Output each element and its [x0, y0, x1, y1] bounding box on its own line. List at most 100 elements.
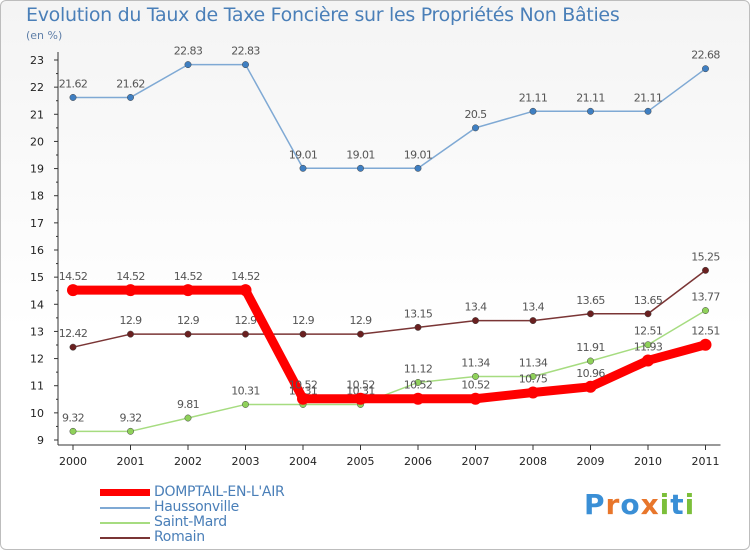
data-point [242, 400, 249, 408]
x-tick-label: 2005 [347, 455, 375, 468]
data-label: 21.62 [59, 77, 88, 90]
data-point [182, 284, 194, 297]
legend-swatch-romain [100, 537, 150, 539]
y-tick-label: 19 [30, 163, 44, 176]
data-label: 22.68 [691, 49, 720, 62]
data-label: 21.11 [634, 91, 663, 104]
data-label: 12.9 [349, 314, 372, 327]
legend-label-romain: Romain [154, 529, 205, 545]
data-point [127, 330, 134, 338]
series-line-3 [68, 285, 710, 404]
data-label: 14.52 [116, 270, 145, 283]
data-point [297, 392, 309, 405]
data-point [239, 284, 252, 297]
data-point [67, 284, 79, 297]
data-point [472, 317, 479, 325]
data-label: 13.15 [404, 307, 433, 320]
data-point [299, 164, 307, 172]
data-point [644, 310, 652, 318]
data-point [414, 323, 422, 331]
y-tick-label: 12 [30, 353, 44, 366]
y-tick-label: 13 [30, 325, 44, 338]
data-label: 10.75 [519, 373, 548, 386]
data-point [529, 373, 537, 380]
data-label: 19.01 [404, 148, 433, 161]
logo-letter: i [684, 488, 696, 521]
x-tick-label: 2007 [462, 455, 490, 468]
data-label: 9.81 [177, 398, 199, 411]
data-point [69, 94, 77, 101]
data-point [529, 317, 537, 325]
data-point [242, 330, 249, 338]
data-label: 14.52 [59, 270, 88, 283]
data-point [702, 65, 709, 73]
data-label: 15.25 [691, 250, 720, 263]
data-label: 10.52 [346, 379, 375, 392]
data-point [124, 284, 137, 297]
data-point [357, 330, 364, 338]
data-label: 13.4 [522, 301, 545, 314]
data-label: 10.52 [289, 379, 318, 392]
series-line-2 [72, 309, 707, 433]
data-point [587, 357, 594, 365]
data-label: 11.91 [576, 341, 605, 354]
y-tick-label: 15 [30, 271, 44, 284]
data-point [184, 330, 192, 338]
data-label: 9.32 [119, 411, 141, 424]
data-label: 11.93 [634, 340, 663, 353]
logo-letter: o [620, 488, 641, 521]
data-point [529, 107, 537, 115]
data-label: 10.96 [576, 367, 605, 380]
data-label: 12.42 [59, 327, 88, 340]
data-label: 13.65 [634, 294, 663, 307]
x-tick-label: 2002 [174, 455, 202, 468]
logo-letter: x [640, 488, 660, 521]
data-label: 12.9 [177, 314, 200, 327]
legend-swatch-haussonville [100, 507, 150, 509]
data-label: 13.65 [576, 294, 605, 307]
x-tick-label: 2001 [117, 455, 145, 468]
y-tick-label: 14 [30, 298, 44, 311]
y-tick-label: 11 [30, 380, 44, 393]
data-label: 12.51 [691, 325, 720, 338]
y-tick-label: 21 [30, 108, 44, 121]
data-point [702, 266, 709, 274]
proxiti-logo: Proxiti [584, 488, 695, 521]
data-point [184, 61, 192, 69]
y-unit-label: (en %) [26, 29, 63, 42]
data-point [644, 107, 652, 115]
x-tick-label: 2009 [577, 455, 605, 468]
data-label: 11.34 [461, 356, 490, 369]
x-tick-label: 2010 [634, 455, 662, 468]
x-tick-label: 2011 [692, 455, 720, 468]
data-label: 12.9 [292, 314, 315, 327]
data-point [69, 343, 77, 351]
data-point [127, 94, 134, 101]
logo-letter: r [605, 488, 621, 521]
data-point [412, 392, 424, 405]
data-point [472, 124, 479, 132]
logo-letter: P [584, 488, 606, 521]
data-label: 19.01 [289, 148, 318, 161]
data-point [472, 373, 479, 380]
data-label: 10.31 [231, 384, 260, 397]
data-point [702, 307, 709, 314]
data-label: 12.9 [234, 314, 257, 327]
y-tick-label: 22 [30, 81, 44, 94]
data-point [414, 379, 422, 386]
data-point [527, 386, 539, 399]
data-point [469, 392, 482, 405]
y-tick-label: 18 [30, 190, 44, 203]
data-label: 9.32 [62, 411, 84, 424]
data-label: 13.77 [691, 291, 720, 304]
data-label: 21.11 [576, 91, 605, 104]
y-tick-label: 23 [30, 54, 44, 67]
data-label: 12.9 [119, 314, 142, 327]
data-label: 12.51 [634, 325, 663, 338]
series-line-0 [72, 63, 707, 170]
data-label: 14.52 [174, 270, 203, 283]
data-point [69, 427, 77, 435]
chart-title: Evolution du Taux de Taxe Foncière sur l… [26, 4, 620, 26]
legend-swatch-domptail [100, 489, 150, 496]
